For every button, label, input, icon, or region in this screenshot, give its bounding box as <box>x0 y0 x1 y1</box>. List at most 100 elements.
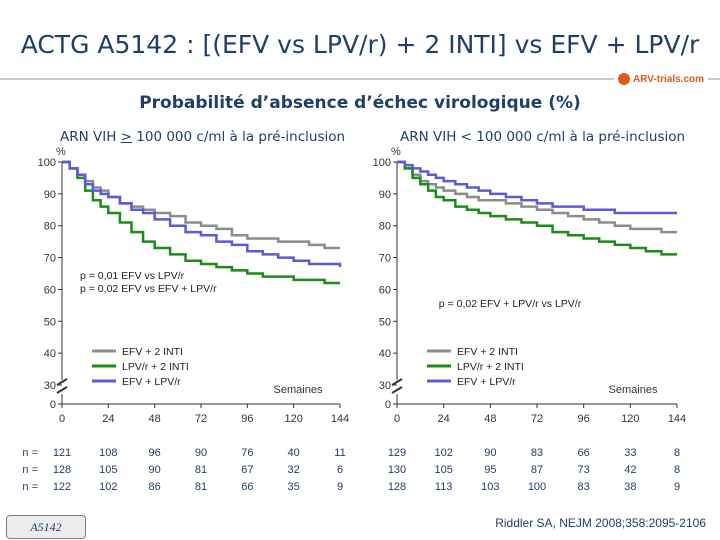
header-divider <box>0 78 720 80</box>
study-badge: A5142 <box>6 515 86 539</box>
p2-legend-label: LPV/r + 2 INTI <box>457 361 524 373</box>
p1-at-risk-value: 86 <box>149 481 161 493</box>
chart-subtitle: Probabilité d’absence d’échec virologiqu… <box>139 93 581 113</box>
p2-axis-break-mark <box>391 386 403 394</box>
p2-at-risk-value: 83 <box>578 481 590 493</box>
p2-p-value-annotation: p = 0,02 EFV + LPV/r vs LPV/r <box>439 298 582 310</box>
p2-at-risk-value: 66 <box>578 447 590 459</box>
p1-at-risk-value: 11 <box>334 447 345 459</box>
p1-at-risk-value: 6 <box>337 464 343 476</box>
p1-at-risk-value: 121 <box>53 447 71 459</box>
p1-at-risk-value: 122 <box>53 481 71 493</box>
p2-at-risk-value: 8 <box>674 464 680 476</box>
p1-series-line-2 <box>62 160 340 285</box>
p2-at-risk-value: 38 <box>624 481 636 493</box>
p1-x-tick-label: 0 <box>59 413 65 425</box>
p1-x-tick-label: 96 <box>241 413 253 425</box>
logo-text: ARV-trials.com <box>633 73 704 85</box>
p1-x-tick-label: 48 <box>149 413 161 425</box>
p1-at-risk-value: 81 <box>195 481 207 493</box>
p1-at-risk-label: n = <box>22 481 38 493</box>
p2-series-line-1 <box>397 160 677 234</box>
p1-at-risk-value: 76 <box>241 447 253 459</box>
p1-at-risk-value: 40 <box>288 447 300 459</box>
p2-at-risk-value: 129 <box>388 447 406 459</box>
p1-x-tick-label: 24 <box>102 413 114 425</box>
p2-at-risk-value: 102 <box>434 447 452 459</box>
p1-x-tick-label: 144 <box>331 413 349 425</box>
p1-at-risk-label: n = <box>22 464 38 476</box>
p2-at-risk-value: 9 <box>674 481 680 493</box>
p1-at-risk-value: 35 <box>288 481 300 493</box>
p2-y-tick-label: 70 <box>379 253 391 265</box>
p2-x-tick-label: 0 <box>394 413 400 425</box>
panel-title-right: ARN VIH < 100 000 c/ml à la pré-inclusio… <box>400 129 686 145</box>
slide-title: ACTG A5142 : [(EFV vs LPV/r) + 2 INTI] v… <box>20 30 700 59</box>
p1-at-risk-value: 67 <box>241 464 253 476</box>
p1-y-tick-label: 70 <box>44 253 56 265</box>
p1-at-risk-value: 108 <box>99 447 117 459</box>
p2-x-tick-label: 96 <box>578 413 590 425</box>
p2-y-tick-label: 30 <box>379 380 391 392</box>
p2-x-axis-label: Semaines <box>609 384 658 396</box>
logo[interactable]: ARV-trials.com <box>614 70 708 88</box>
p1-at-risk-value: 90 <box>195 447 207 459</box>
p1-at-risk-value: 32 <box>288 464 300 476</box>
p1-at-risk-value: 102 <box>99 481 117 493</box>
p1-series-line-1 <box>62 160 340 250</box>
p2-at-risk-value: 95 <box>484 464 496 476</box>
p2-y-tick-label: 40 <box>379 348 391 360</box>
p2-at-risk-value: 73 <box>578 464 590 476</box>
p1-legend-label: EFV + 2 INTI <box>122 346 183 358</box>
p2-x-tick-label: 72 <box>531 413 543 425</box>
p2-at-risk-value: 100 <box>528 481 546 493</box>
p2-at-risk-value: 90 <box>484 447 496 459</box>
p2-at-risk-value: 103 <box>481 481 499 493</box>
reference-citation[interactable]: Riddler SA, NEJM 2008;358:2095-2106 <box>495 516 706 530</box>
p2-x-tick-label: 144 <box>668 413 686 425</box>
p1-y-tick-label: 100 <box>38 157 56 169</box>
p1-at-risk-value: 128 <box>53 464 71 476</box>
p2-at-risk-value: 8 <box>674 447 680 459</box>
p2-legend-label: EFV + LPV/r <box>457 376 516 388</box>
p1-legend-label: EFV + LPV/r <box>122 376 181 388</box>
panel-title-left-part1: ARN VIH <box>60 129 121 145</box>
panel-title-left: ARN VIH > 100 000 c/ml à la pré-inclusio… <box>60 129 345 145</box>
p2-x-tick-label: 120 <box>621 413 639 425</box>
p2-y-tick-label: 60 <box>379 284 391 296</box>
p1-legend-label: LPV/r + 2 INTI <box>122 361 189 373</box>
p2-at-risk-value: 83 <box>531 447 543 459</box>
p2-axis-break-mark <box>391 378 403 386</box>
p1-p-value-annotation: p = 0,02 EFV vs EFV + LPV/r <box>80 283 217 295</box>
p1-y-tick-label: 90 <box>44 189 56 201</box>
p1-axis-break-mark <box>56 386 68 394</box>
p2-y-tick-label: 100 <box>373 157 391 169</box>
p2-x-tick-label: 48 <box>484 413 496 425</box>
p2-y-tick-label: 90 <box>379 189 391 201</box>
p1-x-axis-label: Semaines <box>274 384 323 396</box>
p2-y-tick-label: 80 <box>379 221 391 233</box>
p1-axis-break-mark <box>56 378 68 386</box>
p1-x-tick-label: 120 <box>284 413 302 425</box>
p2-at-risk-value: 42 <box>624 464 636 476</box>
panel-title-left-part2: 100 000 c/ml à la pré-inclusion <box>131 129 346 145</box>
p2-at-risk-value: 130 <box>388 464 406 476</box>
p2-y-axis-label: % <box>391 146 401 158</box>
panel-title-left-symbol: > <box>120 129 132 145</box>
p1-x-tick-label: 72 <box>195 413 207 425</box>
p1-p-value-annotation: p = 0,01 EFV vs LPV/r <box>80 270 185 282</box>
p2-at-risk-value: 105 <box>434 464 452 476</box>
p1-at-risk-value: 90 <box>149 464 161 476</box>
p2-x-tick-label: 24 <box>438 413 450 425</box>
p1-y-tick-label: 60 <box>44 284 56 296</box>
p1-y-tick-label: 80 <box>44 221 56 233</box>
p1-y-tick-label: 0 <box>50 399 56 411</box>
p1-at-risk-value: 66 <box>241 481 253 493</box>
p1-at-risk-value: 96 <box>149 447 161 459</box>
p1-y-tick-label: 40 <box>44 348 56 360</box>
p2-series-line-3 <box>397 160 677 215</box>
p1-at-risk-value: 9 <box>337 481 343 493</box>
p1-y-axis-label: % <box>56 146 66 158</box>
p1-series-line-3 <box>62 160 342 268</box>
